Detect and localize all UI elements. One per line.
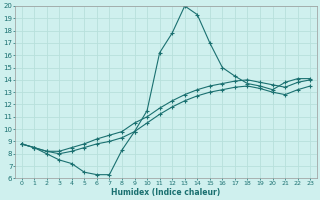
X-axis label: Humidex (Indice chaleur): Humidex (Indice chaleur)	[111, 188, 220, 197]
